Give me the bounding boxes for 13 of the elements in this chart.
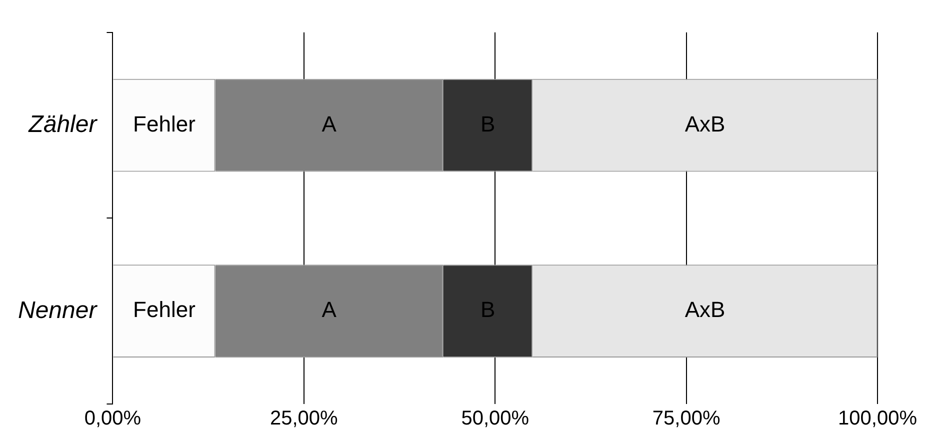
y-tick-label: Nenner [18,296,98,324]
x-tick-label: 0,00% [84,408,142,430]
y-tick-label: Zähler [28,110,98,138]
x-tick-label: 100,00% [838,408,918,430]
text: AxB [684,297,726,322]
x-tick-label: 75,00% [652,408,720,430]
text: A [322,297,336,322]
text: Fehler [133,297,196,322]
series-label: AxB [684,111,726,136]
x-tick-label: 25,00% [270,408,338,430]
series-label: Fehler [133,111,196,136]
series-label: A [322,111,337,136]
x-tick-label: 50,00% [461,408,530,430]
